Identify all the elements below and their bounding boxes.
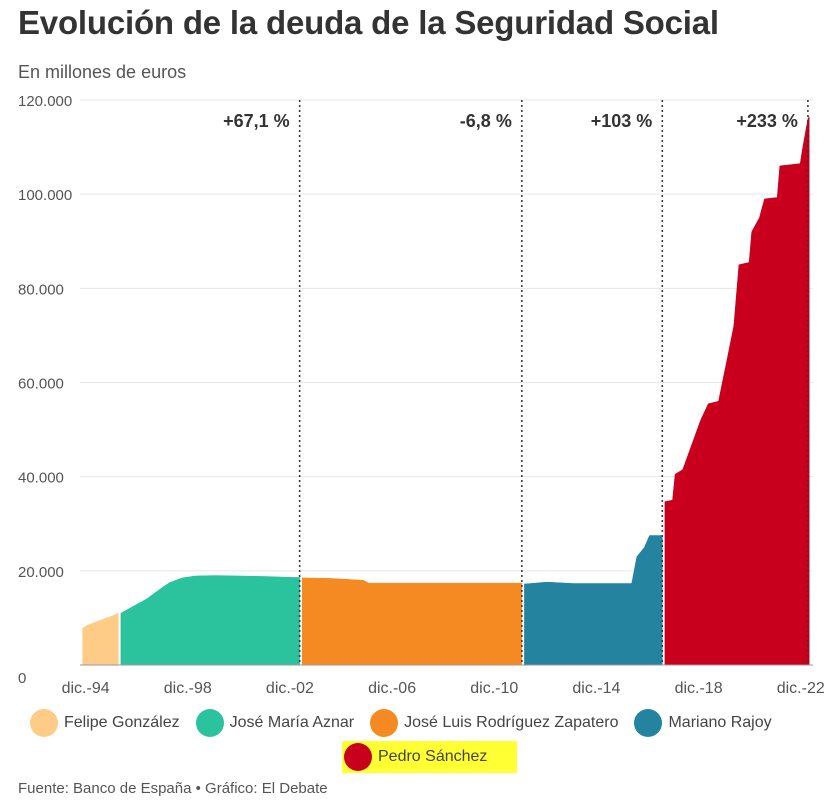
legend: Felipe González José María Aznar José Lu… xyxy=(30,706,820,774)
area-mariano-rajoy xyxy=(524,535,663,666)
legend-swatch-zapatero xyxy=(370,709,399,737)
legend-swatch-mariano-rajoy xyxy=(634,709,663,737)
annotation-2: -6,8 % xyxy=(460,111,512,131)
legend-item-mariano-rajoy: Mariano Rajoy xyxy=(634,709,772,737)
chart-source: Fuente: Banco de España • Gráfico: El De… xyxy=(18,780,328,797)
legend-label-jose-maria-aznar: José María Aznar xyxy=(229,714,355,731)
legend-item-zapatero: José Luis Rodríguez Zapatero xyxy=(370,709,618,737)
annotation-1: +67,1 % xyxy=(223,111,290,131)
y-tick-label: 120.000 xyxy=(18,93,72,110)
chart-title: Evolución de la deuda de la Seguridad So… xyxy=(18,4,719,41)
legend-swatch-jose-maria-aznar xyxy=(195,709,224,737)
y-tick-label: 100.000 xyxy=(18,187,72,204)
area-felipe-gonzalez xyxy=(82,612,119,666)
x-tick-label: dic.-14 xyxy=(572,680,620,697)
legend-row-1: Felipe González José María Aznar José Lu… xyxy=(30,706,820,740)
legend-item-felipe-gonzalez: Felipe González xyxy=(30,709,180,737)
chart-subtitle: En millones de euros xyxy=(18,62,187,82)
x-tick-label: dic.-98 xyxy=(164,680,212,697)
chart-canvas: 20.000 40.000 60.000 80.000 100.000 120.000 0 +… xyxy=(18,93,825,697)
legend-label-felipe-gonzalez: Felipe González xyxy=(64,714,180,731)
legend-swatch-felipe-gonzalez xyxy=(30,709,58,737)
x-tick-label: dic.-18 xyxy=(675,680,723,697)
x-tick-label: dic.-94 xyxy=(62,680,110,697)
legend-row-2: Pedro Sánchez xyxy=(30,740,820,774)
annotation-4: +233 % xyxy=(736,111,798,131)
x-tick-label: dic.-22 xyxy=(777,680,825,697)
annotation-3: +103 % xyxy=(591,111,653,131)
area-pedro-sanchez xyxy=(664,115,810,666)
y-tick-label: 20.000 xyxy=(18,564,64,581)
y-tick-label: 80.000 xyxy=(18,281,64,298)
y-tick-label-zero: 0 xyxy=(18,670,26,687)
x-tick-label: dic.-10 xyxy=(470,680,518,697)
legend-label-mariano-rajoy: Mariano Rajoy xyxy=(668,714,772,731)
legend-label-zapatero: José Luis Rodríguez Zapatero xyxy=(404,714,619,731)
y-tick-label: 60.000 xyxy=(18,376,64,393)
area-jose-maria-aznar xyxy=(120,575,300,666)
x-tick-label: dic.-02 xyxy=(266,680,314,697)
legend-item-jose-maria-aznar: José María Aznar xyxy=(195,709,355,737)
legend-label-pedro-sanchez: Pedro Sánchez xyxy=(378,748,488,765)
x-tick-label: dic.-06 xyxy=(368,680,416,697)
legend-item-pedro-sanchez: Pedro Sánchez xyxy=(342,741,518,773)
legend-swatch-pedro-sanchez xyxy=(344,743,372,771)
area-jose-luis-rodriguez-zapatero xyxy=(301,577,523,666)
y-tick-label: 40.000 xyxy=(18,470,64,487)
